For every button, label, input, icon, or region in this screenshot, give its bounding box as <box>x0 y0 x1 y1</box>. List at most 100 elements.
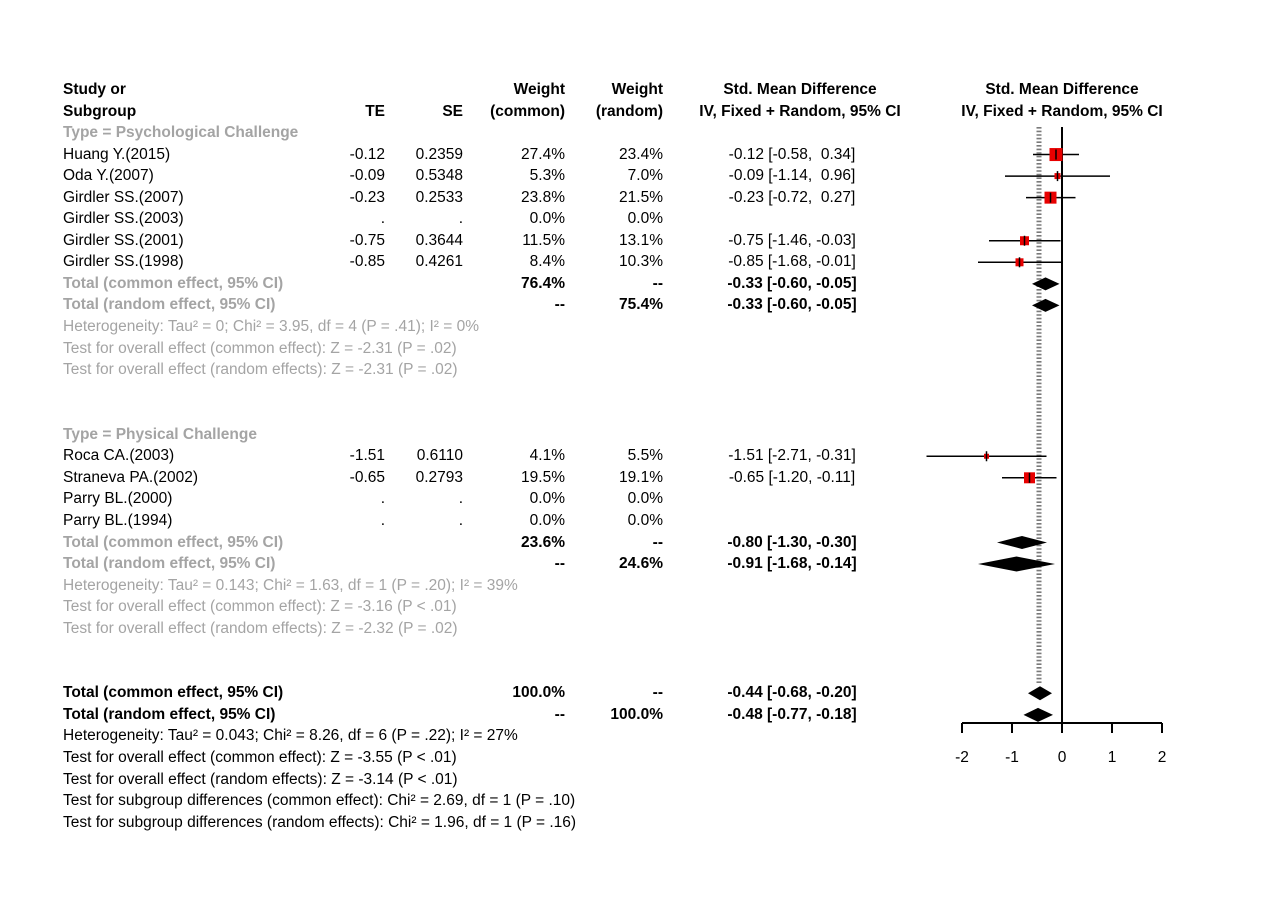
study-label: Girdler SS.(2003) <box>63 210 184 228</box>
weight-common-value: 0.0% <box>529 511 565 529</box>
weight-random-value: 75.4% <box>619 296 663 314</box>
smd-ci-text: -0.48 [-0.77, -0.18] <box>727 705 857 723</box>
study-label: Girdler SS.(2001) <box>63 231 184 249</box>
stats-note: Heterogeneity: Tau² = 0.143; Chi² = 1.63… <box>63 576 518 594</box>
total-row: Total (common effect, 95% CI) 76.4% -- -0.3… <box>0 273 1263 295</box>
total-label: Total (common effect, 95% CI) <box>63 533 284 551</box>
study-label: Girdler SS.(1998) <box>63 253 184 271</box>
pooled-diamond <box>1028 686 1052 701</box>
weight-common-value: 5.3% <box>529 167 565 185</box>
total-row: Total (common effect, 95% CI) 100.0% -- -0.… <box>0 682 1263 704</box>
stats-note: Test for overall effect (common effect):… <box>63 749 457 766</box>
total-label: Total (common effect, 95% CI) <box>63 274 284 292</box>
stats-note: Test for subgroup differences (random ef… <box>63 813 577 831</box>
col-header-weight-common-line2: (common) <box>490 103 565 120</box>
stats-note-row: Heterogeneity: Tau² = 0.043; Chi² = 8.26… <box>0 725 1263 747</box>
weight-common-value: 27.4% <box>521 145 565 163</box>
stats-note: Test for overall effect (random effects)… <box>63 619 458 637</box>
study-label: Parry BL.(1994) <box>63 511 173 529</box>
study-label: Girdler SS.(2007) <box>63 188 184 206</box>
col-header-se: SE <box>442 103 463 120</box>
se-value: 0.4261 <box>415 253 463 271</box>
weight-common-value: -- <box>554 555 565 572</box>
total-label: Total (common effect, 95% CI) <box>63 684 284 702</box>
col-header-te: TE <box>365 103 385 120</box>
total-label: Total (random effect, 95% CI) <box>63 705 276 723</box>
smd-ci-text: -0.75 [-1.46, -0.03] <box>728 231 856 249</box>
col-header-weight-random-line1: Weight <box>611 81 663 98</box>
col-header-study-line2: Subgroup <box>63 103 137 120</box>
te-value: -0.85 <box>349 253 385 271</box>
weight-random-value: 10.3% <box>619 253 663 271</box>
weight-random-value: 19.1% <box>619 468 663 486</box>
smd-ci-text: -0.09 [-1.14, 0.96] <box>728 167 856 185</box>
te-value: -0.65 <box>349 468 385 486</box>
study-row: Parry BL.(1994).. 0.0% 0.0% <box>0 510 1263 532</box>
subgroup-label-row: Type = Physical Challenge <box>0 424 1263 446</box>
axis-tick-label: 2 <box>1158 749 1167 766</box>
total-row: Total (random effect, 95% CI) -- 24.6% -0.9… <box>0 553 1263 575</box>
study-label: Oda Y.(2007) <box>63 167 154 185</box>
smd-ci-text: -0.23 [-0.72, 0.27] <box>728 188 856 206</box>
stats-note-row: Test for overall effect (random effects)… <box>0 769 1263 791</box>
weight-common-value: 23.6% <box>521 533 565 551</box>
study-row: Girdler SS.(2007) -0.23 0.2533 23.8% 21.5% -0… <box>0 187 1263 209</box>
axis-tick-label: -1 <box>1005 749 1019 766</box>
weight-common-value: 11.5% <box>522 231 565 249</box>
te-value: . <box>380 490 385 508</box>
axis-tick-label: -2 <box>955 749 969 766</box>
smd-ci-text: -0.12 [-0.58, 0.34] <box>728 145 856 163</box>
weight-common-value: 4.1% <box>529 447 565 465</box>
weight-random-value: -- <box>652 684 663 702</box>
subgroup-label: Type = Psychological Challenge <box>63 124 299 141</box>
study-label: Parry BL.(2000) <box>63 490 173 508</box>
smd-ci-text: -0.33 [-0.60, -0.05] <box>727 296 857 314</box>
se-value: 0.2793 <box>415 468 463 486</box>
te-value: -0.23 <box>349 188 385 206</box>
weight-common-value: 8.4% <box>529 253 565 271</box>
te-value: -0.09 <box>349 167 385 185</box>
study-label: Roca CA.(2003) <box>63 447 175 465</box>
total-row: Total (random effect, 95% CI) -- 75.4% -0.3… <box>0 294 1263 316</box>
se-value: 0.3644 <box>415 231 463 249</box>
smd-ci-text: -0.91 [-1.68, -0.14] <box>727 555 857 572</box>
smd-ci-text: -0.85 [-1.68, -0.01] <box>728 253 856 271</box>
stats-note-row: Test for overall effect (common effect):… <box>0 747 1263 769</box>
se-value: 0.2533 <box>415 188 463 206</box>
study-label: Huang Y.(2015) <box>63 145 171 163</box>
pooled-diamond <box>997 535 1047 549</box>
axis-tick-label: 0 <box>1058 749 1067 766</box>
se-value: . <box>458 210 463 228</box>
study-row: Girdler SS.(2001) -0.75 0.3644 11.5% 13.1% -0… <box>0 230 1263 252</box>
stats-note-row: Test for overall effect (random effects)… <box>0 359 1263 381</box>
te-value: -1.51 <box>349 447 385 465</box>
subgroup-label-row: Type = Psychological Challenge <box>0 122 1263 144</box>
weight-random-value: 21.5% <box>619 188 663 206</box>
se-value: . <box>458 511 463 529</box>
weight-common-value: 23.8% <box>521 188 565 206</box>
weight-random-value: 7.0% <box>627 167 663 185</box>
study-row: Girdler SS.(2003).. 0.0% 0.0% <box>0 208 1263 230</box>
study-label: Straneva PA.(2002) <box>63 468 198 486</box>
study-row: Straneva PA.(2002) -0.65 0.2793 19.5% 19.1% -… <box>0 467 1263 489</box>
stats-note-row: Test for overall effect (random effects)… <box>0 618 1263 640</box>
stats-note: Heterogeneity: Tau² = 0.043; Chi² = 8.26… <box>63 727 518 745</box>
stats-note: Heterogeneity: Tau² = 0; Chi² = 3.95, df… <box>63 318 480 335</box>
study-row: Girdler SS.(1998) -0.85 0.4261 8.4% 10.3% -0.… <box>0 251 1263 273</box>
weight-random-value: 23.4% <box>619 145 663 163</box>
weight-random-value: 100.0% <box>610 705 663 723</box>
total-label: Total (random effect, 95% CI) <box>63 296 276 314</box>
col-header-smd-plot-line1: Std. Mean Difference <box>985 81 1139 98</box>
weight-random-value: -- <box>652 533 663 551</box>
study-row: Parry BL.(2000).. 0.0% 0.0% <box>0 488 1263 510</box>
stats-note-row: Test for subgroup differences (random ef… <box>0 812 1263 834</box>
stats-note: Test for overall effect (common effect):… <box>63 339 457 357</box>
se-value: . <box>458 490 463 508</box>
study-row: Huang Y.(2015) -0.12 0.2359 27.4% 23.4% -0.12… <box>0 144 1263 166</box>
stats-note: Test for overall effect (common effect):… <box>63 598 457 616</box>
study-row: Oda Y.(2007) -0.09 0.5348 5.3% 7.0% -0.09 [-1… <box>0 165 1263 187</box>
stats-note: Test for overall effect (random effects)… <box>63 361 458 379</box>
smd-ci-text: -0.80 [-1.30, -0.30] <box>727 533 857 551</box>
te-value: . <box>380 210 385 228</box>
